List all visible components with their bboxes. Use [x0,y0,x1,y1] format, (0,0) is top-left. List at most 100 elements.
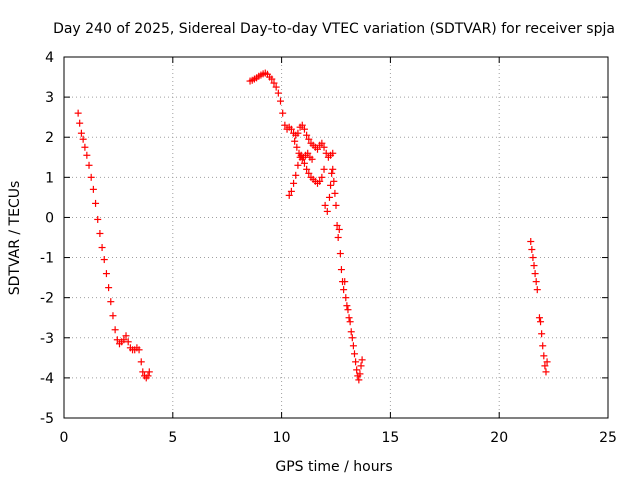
data-point [543,358,551,366]
data-point [345,314,353,322]
data-point [285,191,293,199]
data-point [325,193,333,201]
data-point [347,328,355,336]
data-point [293,143,301,151]
data-point [340,286,348,294]
x-tick-label: 0 [60,430,69,446]
data-point [83,151,91,159]
data-point [277,97,285,105]
data-point [272,83,280,91]
data-point [100,256,108,264]
data-point [352,358,360,366]
data-point [270,79,278,87]
data-point [336,250,344,258]
y-tick-label: -5 [40,411,54,427]
x-tick-label: 15 [381,430,399,446]
data-point [281,121,289,129]
x-tick-label: 10 [273,430,291,446]
data-point [303,165,311,173]
data-point [74,109,82,117]
data-point [333,221,341,229]
x-tick-label: 20 [490,430,508,446]
data-point [539,342,547,350]
data-point [344,306,352,314]
data-point [76,119,84,127]
series-segment-1 [74,109,153,382]
data-point [109,312,117,320]
data-point [120,336,128,344]
data-point [287,125,295,133]
data-point [342,294,350,302]
data-point [318,139,326,147]
x-axis-label: GPS time / hours [275,459,392,475]
y-tick-label: 4 [45,50,54,66]
data-points [74,69,551,384]
data-point [102,270,110,278]
data-point [107,298,115,306]
data-point [537,318,545,326]
data-point [98,244,106,252]
data-point [335,225,343,233]
data-point [291,137,299,145]
data-point [346,318,354,326]
y-tick-label: 0 [45,210,54,226]
data-point [298,121,306,129]
data-point [294,129,302,137]
data-point [532,278,540,286]
y-tick-label: 3 [45,90,54,106]
series-segment-4 [291,137,316,163]
data-point [79,135,87,143]
data-point [535,314,543,322]
data-point [85,161,93,169]
x-tick-label: 5 [168,430,177,446]
data-point [135,346,143,354]
data-point [320,143,328,151]
y-tick-label: -4 [40,371,54,387]
data-point [89,185,97,193]
data-point [81,143,89,151]
data-point [533,286,541,294]
data-point [96,229,104,237]
data-point [353,366,361,374]
data-point [531,270,539,278]
y-tick-label: -2 [40,291,54,307]
data-point [77,129,85,137]
chart-title: Day 240 of 2025, Sidereal Day-to-day VTE… [53,21,615,37]
data-point [139,368,147,376]
data-point [318,173,326,181]
data-point [540,352,548,360]
data-point [308,155,316,163]
data-point [332,201,340,209]
data-point [305,169,313,177]
data-point [541,362,549,370]
data-point [334,234,342,241]
y-axis-label: SDTVAR / TECUs [7,181,23,296]
data-point [320,165,328,173]
data-point [144,372,152,380]
data-point [268,75,276,83]
data-point [290,179,298,187]
data-point [145,368,153,376]
data-point [337,266,345,274]
data-point [124,338,132,346]
y-tick-label: 1 [45,170,54,186]
data-point [349,342,357,350]
data-point [341,278,349,286]
plot-frame [63,56,609,419]
data-point [528,246,536,254]
data-point [356,370,364,378]
data-point [105,284,113,292]
data-point [94,215,102,223]
data-point [305,135,313,143]
data-point [348,334,356,342]
data-point [137,358,145,366]
data-point [542,368,550,376]
data-point [323,207,331,215]
data-point [327,181,335,189]
data-point [343,302,351,310]
data-point [316,177,324,185]
data-point [331,189,339,197]
data-point [279,109,287,117]
x-tick-label: 25 [599,430,617,446]
